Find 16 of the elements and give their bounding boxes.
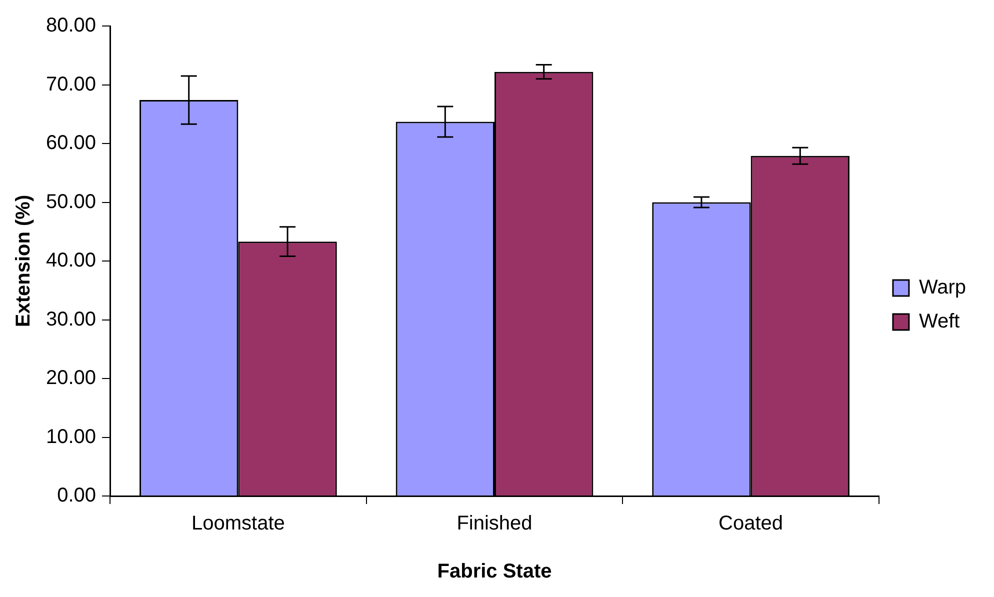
- y-tick-label: 50.00: [46, 190, 96, 213]
- y-tick-label: 40.00: [46, 250, 96, 272]
- y-tick-label: 30.00: [46, 308, 96, 330]
- legend-label: Weft: [918, 310, 960, 333]
- x-tick-label: Finished: [456, 512, 532, 535]
- y-tick-label: 10.00: [46, 426, 96, 448]
- y-tick-label: 20.00: [46, 367, 96, 390]
- x-axis-title: Fabric State: [437, 560, 552, 583]
- y-axis-title: Extension (%): [12, 194, 35, 328]
- y-tick-label: 60.00: [46, 132, 96, 154]
- legend-label: Warp: [918, 276, 966, 299]
- y-tick-label: 70.00: [46, 73, 96, 96]
- x-tick-label: Loomstate: [192, 512, 285, 535]
- x-tick-label: Coated: [718, 512, 784, 535]
- y-tick-label: 80.00: [46, 14, 96, 37]
- y-tick-label: 0.00: [57, 484, 96, 507]
